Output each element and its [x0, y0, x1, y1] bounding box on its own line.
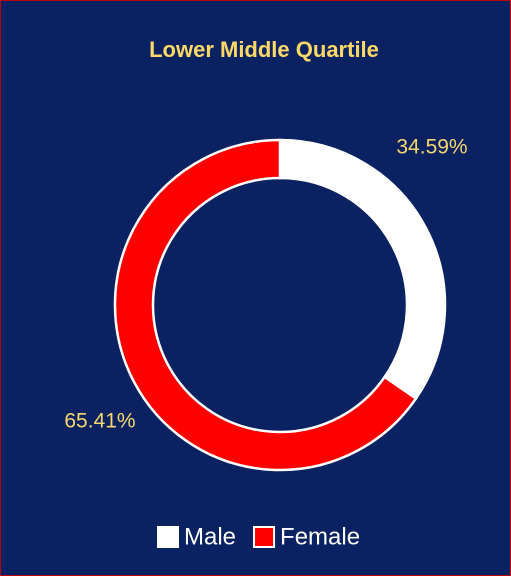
legend-label: Female	[280, 523, 360, 550]
data-label: 65.41%	[64, 410, 135, 433]
donut-segment	[113, 138, 418, 472]
chart-title: Lower Middle Quartile	[149, 37, 379, 62]
data-label: 34.59%	[396, 136, 467, 159]
legend-label: Male	[184, 523, 236, 550]
legend-swatch	[157, 526, 179, 548]
legend-swatch	[253, 526, 276, 548]
